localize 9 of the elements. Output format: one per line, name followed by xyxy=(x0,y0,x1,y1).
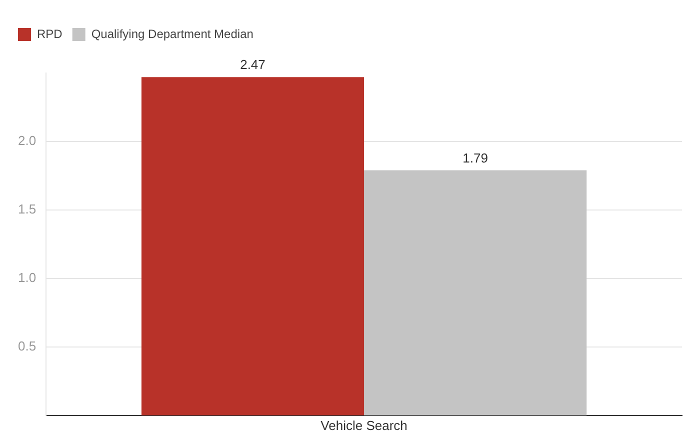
y-tick-label: 2.0 xyxy=(18,133,36,148)
data-label: 1.79 xyxy=(462,150,488,166)
y-tick-label: 0.5 xyxy=(18,338,36,354)
legend-label: RPD xyxy=(37,26,63,41)
data-label: 2.47 xyxy=(240,57,266,72)
y-tick-label: 1.0 xyxy=(18,270,36,286)
legend-label: Qualifying Department Median xyxy=(91,26,254,41)
x-tick-label: Vehicle Search xyxy=(320,418,408,433)
y-tick-label: 1.5 xyxy=(18,202,36,217)
